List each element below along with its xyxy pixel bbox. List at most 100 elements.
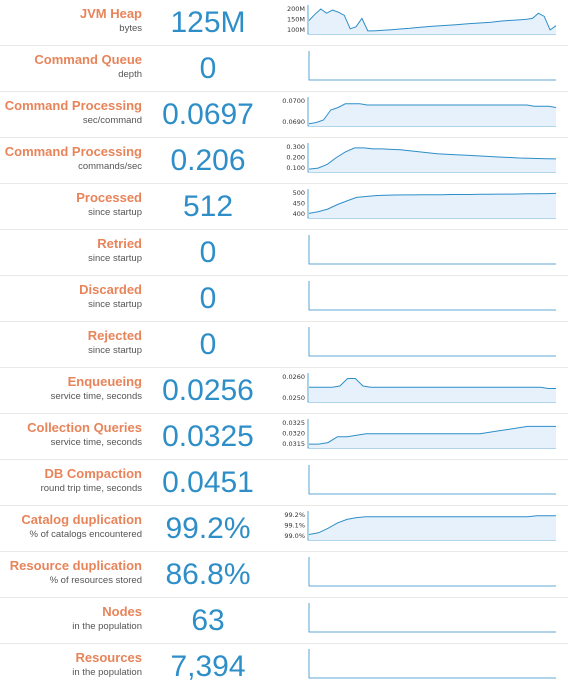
metric-value: 0 [199,236,217,269]
metric-name: Discarded [79,282,142,297]
metric-subtitle: service time, seconds [50,437,142,448]
tick-label: 0.0250 [282,394,305,402]
metric-name: Command Processing [4,144,142,159]
metric-value: 63 [191,604,225,637]
metric-value: 512 [182,190,234,223]
metric-subtitle: in the population [72,667,142,678]
metric-subtitle: in the population [72,621,142,632]
tick-label: 99.1% [284,522,305,530]
metric-row: JVM Heap bytes 125M 200M 150M 100M [0,0,568,46]
tick-label: 100M [287,26,305,34]
metric-row: Nodes in the population 63 [0,598,568,644]
metric-value: 0.206 [170,144,246,177]
sparkline-svg [308,235,556,265]
metric-sparkline: 99.2% 99.1% 99.0% [278,506,560,552]
metric-subtitle: since startup [88,299,142,310]
metric-subtitle: % of resources stored [49,575,142,586]
metric-name: Rejected [87,328,142,343]
metric-name: JVM Heap [79,6,142,21]
metric-sparkline [278,276,560,322]
metric-label: Command Processing sec/command [0,98,142,127]
sparkline-line [308,8,557,32]
metric-sparkline [278,46,560,92]
metric-name: Processed [76,190,142,205]
metric-subtitle: since startup [88,253,142,264]
metric-sparkline: 0.0325 0.0320 0.0315 [278,414,560,460]
metric-name: DB Compaction [44,466,143,481]
metric-row: Command Processing commands/sec 0.206 0.300… [0,138,568,184]
metric-label: Command Processing commands/sec [0,144,142,173]
sparkline-svg [308,327,556,357]
tick-label: 150M [287,16,305,24]
metric-subtitle: bytes [119,23,142,34]
metric-row: Resources in the population 7,394 [0,644,568,690]
tick-label: 500 [293,189,305,197]
metric-name: Retried [97,236,142,251]
metric-name: Command Queue [34,52,142,67]
metric-sparkline: 200M 150M 100M [278,0,560,46]
tick-label: 400 [293,210,305,218]
metric-sparkline: 0.300 0.200 0.100 [278,138,560,184]
sparkline-area [309,426,556,448]
sparkline-axis [308,557,556,587]
metric-value: 125M [170,6,246,39]
metric-subtitle: round trip time, seconds [40,483,142,494]
sparkline-svg [308,281,556,311]
metric-sparkline: 0.0700 0.0690 [278,92,560,138]
metric-value: 0 [199,52,217,85]
tick-label: 0.0690 [282,118,305,126]
metric-value: 0.0256 [162,374,254,407]
metric-label: Catalog duplication % of catalogs encount… [0,512,142,541]
metric-value: 0 [199,328,217,361]
metric-label: Processed since startup [0,190,142,219]
sparkline-svg [308,465,556,495]
sparkline-area [309,515,556,540]
metric-name: Resource duplication [9,558,142,573]
sparkline-line [308,147,557,170]
sparkline-svg: 0.0260 0.0250 [282,373,556,403]
sparkline-area [309,193,556,218]
metric-row: Command Processing sec/command 0.0697 0.070… [0,92,568,138]
metric-sparkline [278,644,560,690]
metric-row: Processed since startup 512 500 450 400 [0,184,568,230]
metric-row: Retried since startup 0 [0,230,568,276]
metric-sparkline [278,230,560,276]
metric-subtitle: commands/sec [78,161,142,172]
metric-row: Command Queue depth 0 [0,46,568,92]
sparkline-axis [308,603,556,633]
metric-value: 99.2% [165,512,251,545]
metric-subtitle: since startup [88,345,142,356]
sparkline-axis [308,327,556,357]
sparkline-axis [308,235,556,265]
metric-sparkline: 0.0260 0.0250 [278,368,560,414]
sparkline-line [308,103,557,125]
metric-subtitle: sec/command [82,115,142,126]
metric-row: DB Compaction round trip time, seconds 0.0… [0,460,568,506]
sparkline-line [308,515,556,535]
metric-label: Retried since startup [0,236,142,265]
tick-label: 0.0325 [282,419,305,427]
metric-label: Enqueueing service time, seconds [0,374,142,403]
metric-sparkline [278,552,560,598]
sparkline-line [309,425,556,445]
metric-name: Collection Queries [27,420,142,435]
sparkline-line [308,192,557,214]
sparkline-svg: 0.0700 0.0690 [282,97,557,127]
metric-name: Enqueueing [67,374,142,389]
metric-sparkline: 500 450 400 [278,184,560,230]
metric-value: 0.0697 [162,98,254,131]
metric-sparkline [278,460,560,506]
sparkline-area [309,378,556,402]
metric-sparkline [278,598,560,644]
metric-row: Resource duplication % of resources store… [0,552,568,598]
sparkline-svg: 0.300 0.200 0.100 [286,143,557,173]
sparkline-axis [308,51,556,81]
sparkline-svg: 99.2% 99.1% 99.0% [284,511,556,541]
metric-name: Command Processing [4,98,142,113]
tick-label: 0.0315 [282,440,305,448]
tick-label: 0.300 [286,143,305,151]
metric-value: 0 [199,282,217,315]
sparkline-svg: 200M 150M 100M [287,5,557,35]
metric-label: DB Compaction round trip time, seconds [0,466,142,495]
metric-label: Collection Queries service time, seconds [0,420,142,449]
